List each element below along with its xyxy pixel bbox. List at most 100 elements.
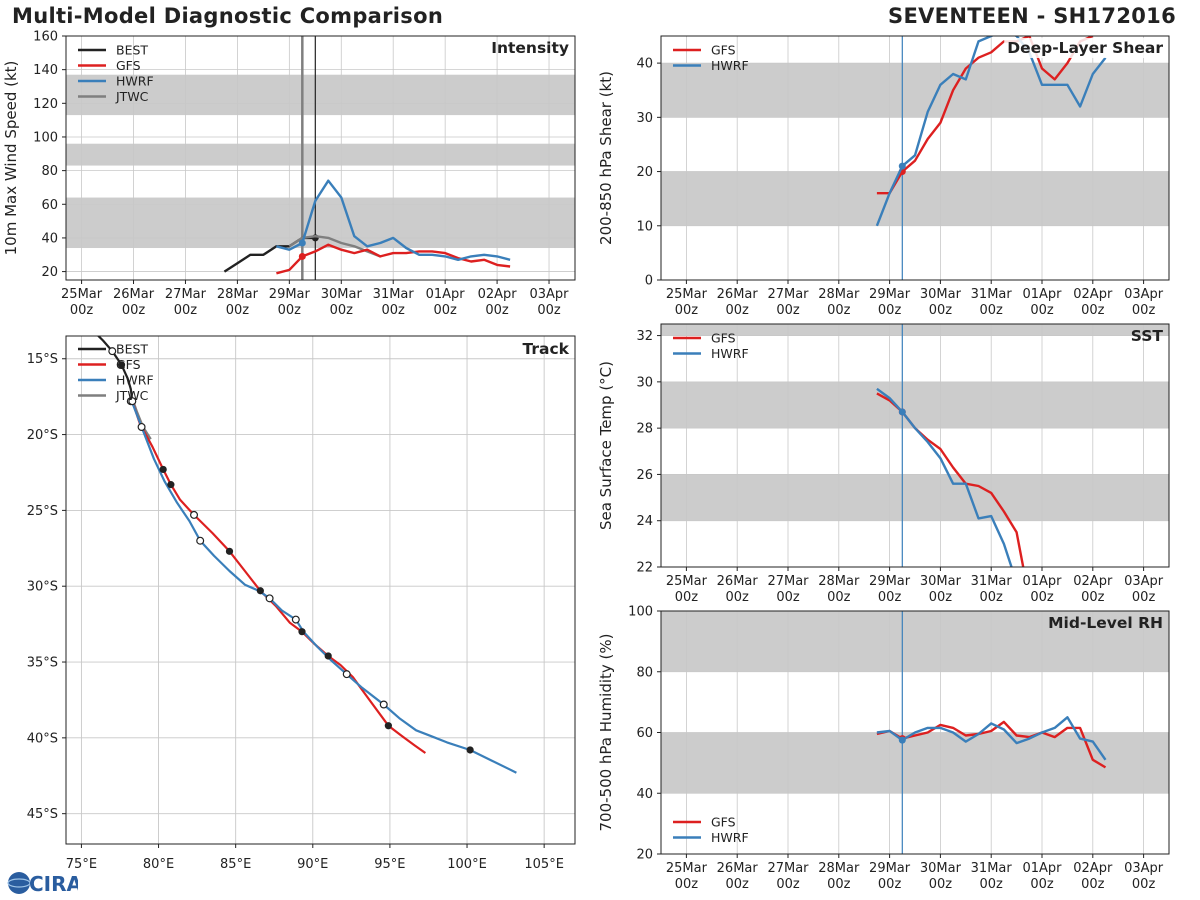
- sst-plot-area: [661, 324, 1169, 567]
- shear-marker-hwrf: [898, 162, 906, 170]
- intensity-series-gfs: [276, 243, 511, 275]
- shear-xtick-label: 00z: [1081, 303, 1105, 318]
- sst-ytick-label: 28: [636, 422, 653, 437]
- shear-ytick-label: 0: [645, 274, 653, 289]
- intensity-series-hwrf: [276, 179, 511, 261]
- rh-title: Mid-Level RH: [1048, 614, 1163, 632]
- track-point-hwrf: [137, 422, 146, 431]
- rh-panel: 2040608010025Mar00z26Mar00z27Mar00z28Mar…: [597, 605, 1170, 892]
- shear-xtick-label: 29Mar: [869, 287, 911, 302]
- sst-xtick-label: 00z: [980, 590, 1004, 605]
- track-point-hwrf: [291, 615, 300, 624]
- rh-plot-area: [661, 611, 1169, 854]
- track-frame: [65, 335, 576, 845]
- track-series-jtwc: [131, 397, 152, 440]
- intensity-legend-label-jtwc: JTWC: [115, 89, 149, 104]
- shear-xtick-label: 00z: [776, 303, 800, 318]
- sst-frame: [660, 323, 1170, 568]
- shear-legend-label-hwrf: HWRF: [711, 58, 749, 73]
- track-point-best: [108, 347, 117, 356]
- intensity-xtick-label: 00z: [278, 303, 302, 318]
- intensity-xtick-label: 00z: [330, 303, 354, 318]
- intensity-legend-label-best: BEST: [116, 43, 148, 58]
- rh-xtick-label: 00z: [776, 877, 800, 892]
- shear-xtick-label: 00z: [1132, 303, 1156, 318]
- sst-ytick-label: 24: [636, 514, 653, 529]
- intensity-xtick-label: 02Apr: [478, 287, 518, 302]
- track-point-hwrf: [466, 746, 474, 754]
- sst-xtick-label: 02Apr: [1073, 574, 1113, 589]
- intensity-xtick-label: 26Mar: [113, 287, 155, 302]
- rh-xtick-label: 02Apr: [1073, 861, 1113, 876]
- rh-xtick-label: 00z: [1132, 877, 1156, 892]
- rh-series-gfs: [876, 720, 1107, 769]
- intensity-ytick-label: 140: [33, 63, 58, 78]
- intensity-ytick-label: 40: [41, 231, 58, 246]
- sst-ytick-label: 32: [636, 329, 653, 344]
- rh-ytick-label: 20: [636, 848, 653, 863]
- intensity-xtick-label: 00z: [382, 303, 406, 318]
- sst-title: SST: [1131, 327, 1164, 345]
- sst-xtick-label: 27Mar: [767, 574, 809, 589]
- track-plot-area: [66, 336, 575, 844]
- shear-series-hwrf: [875, 36, 1107, 227]
- rh-xtick-label: 25Mar: [666, 861, 708, 876]
- shear-xtick-label: 00z: [726, 303, 750, 318]
- track-xtick-label: 100°E: [447, 857, 487, 872]
- rh-ytick-label: 40: [636, 787, 653, 802]
- intensity-xtick-label: 00z: [433, 303, 457, 318]
- intensity-legend-label-gfs: GFS: [116, 58, 141, 73]
- rh-xtick-label: 26Mar: [717, 861, 759, 876]
- sst-ytick-label: 26: [636, 468, 653, 483]
- intensity-ytick-label: 160: [33, 30, 58, 45]
- shear-xtick-label: 03Apr: [1124, 287, 1164, 302]
- track-point-gfs: [298, 628, 306, 636]
- intensity-plot-area: [66, 36, 575, 280]
- rh-band: [661, 732, 1169, 794]
- rh-xtick-label: 00z: [675, 877, 699, 892]
- track-point-best: [117, 361, 126, 369]
- track-point-hwrf: [342, 670, 351, 679]
- intensity-xtick-label: 30Mar: [321, 287, 363, 302]
- shear-xtick-label: 26Mar: [717, 287, 759, 302]
- logo-text: CIRA: [29, 872, 78, 896]
- shear-title: Deep-Layer Shear: [1007, 39, 1163, 57]
- intensity-ytick-label: 80: [41, 164, 58, 179]
- sst-xtick-label: 00z: [776, 590, 800, 605]
- track-ytick-label: 20°S: [27, 428, 58, 443]
- rh-xtick-label: 00z: [726, 877, 750, 892]
- shear-plot-area: [661, 36, 1169, 280]
- track-ytick-label: 35°S: [27, 656, 58, 671]
- intensity-ytick-label: 20: [41, 265, 58, 280]
- track-legend-label-gfs: GFS: [116, 357, 141, 372]
- intensity-ytick-label: 120: [33, 97, 58, 112]
- intensity-band: [66, 74, 575, 116]
- sst-xtick-label: 00z: [726, 590, 750, 605]
- intensity-ytick-label: 60: [41, 198, 58, 213]
- intensity-xtick-label: 00z: [122, 303, 146, 318]
- shear-legend-label-gfs: GFS: [711, 43, 736, 58]
- track-xtick-label: 85°E: [220, 857, 251, 872]
- intensity-band: [66, 197, 575, 249]
- track-legend-label-best: BEST: [116, 342, 148, 357]
- intensity-ytick-label: 100: [33, 130, 58, 145]
- sst-legend-label-gfs: GFS: [711, 331, 736, 346]
- sst-xtick-label: 28Mar: [818, 574, 860, 589]
- rh-series-hwrf: [876, 716, 1107, 761]
- rh-band: [661, 611, 1169, 672]
- intensity-xtick-label: 29Mar: [269, 287, 311, 302]
- rh-xtick-label: 27Mar: [767, 861, 809, 876]
- track-ytick-label: 40°S: [27, 731, 58, 746]
- shear-frame: [660, 35, 1170, 281]
- track-legend-label-jtwc: JTWC: [115, 388, 149, 403]
- shear-ylabel: 200-850 hPa Shear (kt): [597, 71, 615, 245]
- page-title: Multi-Model Diagnostic Comparison: [12, 4, 444, 28]
- track-point-gfs: [128, 397, 137, 406]
- track-title: Track: [523, 340, 570, 358]
- intensity-ylabel: 10m Max Wind Speed (kt): [2, 61, 20, 256]
- shear-xtick-label: 28Mar: [818, 287, 860, 302]
- track-panel: 75°E 80°E 85°E 90°E 95°E 100°E 105°E 15°S 20°S 25…: [27, 335, 576, 872]
- track-series-gfs: [131, 400, 427, 754]
- track-point-gfs: [256, 587, 264, 595]
- sst-ytick-label: 30: [636, 375, 653, 390]
